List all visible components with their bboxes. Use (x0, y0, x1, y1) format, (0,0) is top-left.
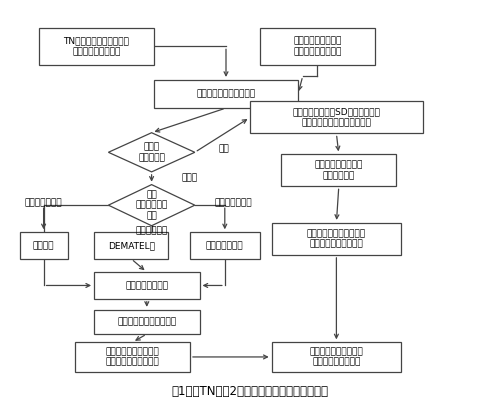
Text: 可能: 可能 (218, 144, 229, 153)
Text: 一対比較調査: 一対比較調査 (136, 226, 168, 235)
Text: グラフ理論に基づく分析: グラフ理論に基づく分析 (117, 317, 176, 326)
Text: 代替案の選択に関する
比較検討情報の蓄積: 代替案の選択に関する 比較検討情報の蓄積 (310, 347, 364, 367)
Text: 認知構造図分析: 認知構造図分析 (206, 241, 244, 250)
Text: 文章情報の利用: 文章情報の利用 (214, 199, 252, 208)
Text: 図1　　TN法第2ステップの一般的な分析手順: 図1 TN法第2ステップの一般的な分析手順 (172, 385, 328, 398)
Text: 階層構造的把握: 階層構造的把握 (25, 199, 62, 208)
FancyBboxPatch shape (39, 28, 154, 65)
Text: その他の方法による
影響評価指標の抽出: その他の方法による 影響評価指標の抽出 (293, 37, 342, 56)
FancyBboxPatch shape (272, 223, 401, 255)
Polygon shape (108, 133, 195, 172)
FancyBboxPatch shape (260, 28, 375, 65)
FancyBboxPatch shape (75, 342, 190, 372)
Text: ＩＳＭ法: ＩＳＭ法 (33, 241, 54, 250)
FancyBboxPatch shape (190, 232, 260, 259)
FancyBboxPatch shape (94, 232, 168, 259)
FancyBboxPatch shape (20, 232, 68, 259)
Text: 影響の発現メカニズム
施策の展開効果の分析: 影響の発現メカニズム 施策の展開効果の分析 (106, 347, 160, 367)
Polygon shape (108, 184, 195, 226)
Text: 評価
指標間の相互
関連: 評価 指標間の相互 関連 (136, 190, 168, 220)
Text: シミュレーションによる
施策の展開効果の評価: シミュレーションによる 施策の展開効果の評価 (307, 229, 366, 248)
Text: 抽出した指標の特性評価: 抽出した指標の特性評価 (196, 89, 256, 98)
Text: 不可能: 不可能 (182, 173, 198, 182)
FancyBboxPatch shape (281, 154, 396, 186)
Text: DEMATEL法: DEMATEL法 (108, 241, 154, 250)
FancyBboxPatch shape (250, 101, 423, 133)
FancyBboxPatch shape (272, 342, 401, 372)
FancyBboxPatch shape (94, 272, 200, 299)
Text: 計量経済モデル，SDモデルによる
評価指標相互間の関係の把握: 計量経済モデル，SDモデルによる 評価指標相互間の関係の把握 (292, 108, 380, 127)
Text: TN法第１ステップによる
影響評価指標の抽出: TN法第１ステップによる 影響評価指標の抽出 (64, 37, 130, 56)
Text: モデルのパラメータ
の統計的推定: モデルのパラメータ の統計的推定 (314, 161, 363, 180)
FancyBboxPatch shape (154, 80, 298, 108)
FancyBboxPatch shape (94, 310, 200, 334)
Text: 指標の
数量的把握: 指標の 数量的把握 (138, 143, 165, 162)
Text: 構造モデルの策定: 構造モデルの策定 (126, 281, 168, 290)
